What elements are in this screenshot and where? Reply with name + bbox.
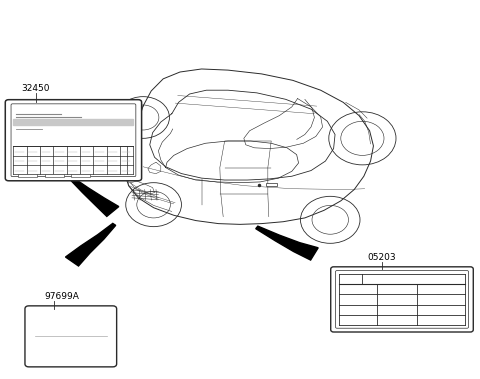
FancyBboxPatch shape [336, 271, 468, 328]
Text: 97699A: 97699A [45, 292, 80, 301]
Bar [45, 174, 64, 177]
Text: 05203: 05203 [367, 252, 396, 262]
Polygon shape [256, 226, 318, 260]
FancyBboxPatch shape [331, 267, 473, 332]
Bar [18, 174, 37, 177]
Polygon shape [65, 223, 116, 266]
Bar [266, 183, 277, 186]
FancyBboxPatch shape [25, 306, 117, 367]
FancyBboxPatch shape [5, 100, 142, 181]
Bar [71, 174, 90, 177]
Polygon shape [70, 177, 119, 216]
Text: 32450: 32450 [22, 84, 50, 93]
Bar [13, 119, 133, 125]
FancyBboxPatch shape [11, 104, 136, 177]
